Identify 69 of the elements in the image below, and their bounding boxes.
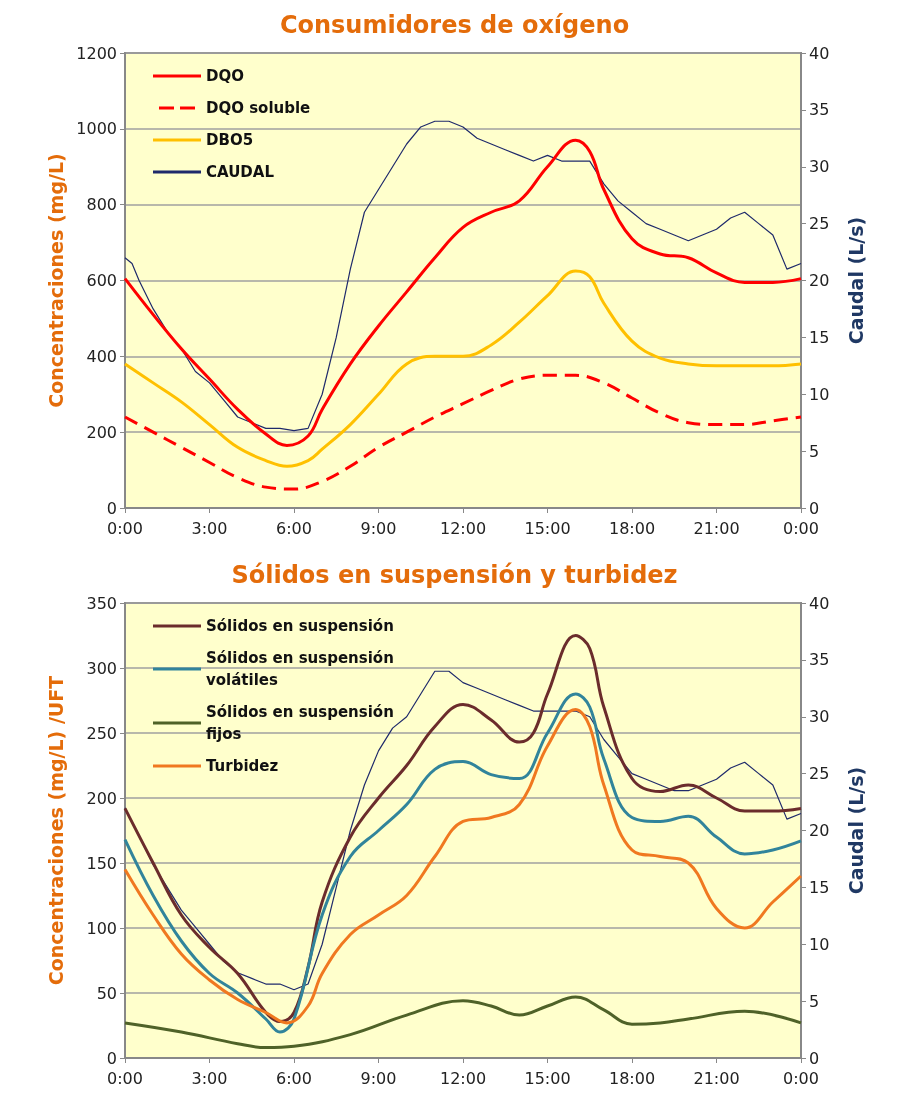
y-tick-label: 600 <box>86 271 117 290</box>
line-series <box>123 995 803 1050</box>
chart-title: Sólidos en suspensión y turbidez <box>231 561 678 589</box>
x-tick-label: 0:00 <box>107 1068 143 1088</box>
y-tick-label: 800 <box>86 195 117 215</box>
x-tick-label: 12:00 <box>439 1068 487 1088</box>
y-axis-title: Concentraciones (mg/L) <box>44 153 67 408</box>
x-tick-label: 0:00 <box>783 1068 819 1088</box>
line-series <box>123 634 803 1024</box>
y2-tick-label: 5 <box>809 441 820 461</box>
x-tick-label: 9:00 <box>360 1068 397 1088</box>
x-tick-label: 15:00 <box>524 1068 571 1088</box>
legend-label: CAUDAL <box>206 163 275 181</box>
x-tick-label: 0:00 <box>107 518 143 538</box>
legend-label: Turbidez <box>206 757 279 775</box>
x-tick-label: 21:00 <box>693 518 740 538</box>
x-tick-label: 18:00 <box>608 1068 656 1088</box>
y-tick-label: 200 <box>86 788 117 808</box>
y2-tick-label: 10 <box>809 934 830 954</box>
y2-tick-label: 25 <box>809 214 830 234</box>
legend-label: DBO5 <box>206 131 254 149</box>
y2-tick-label: 0 <box>809 1048 820 1068</box>
y2-tick-label: 20 <box>809 271 830 290</box>
y2-tick-label: 15 <box>809 877 830 897</box>
y-tick-label: 50 <box>96 983 117 1003</box>
y-tick-label: 350 <box>86 593 117 613</box>
x-tick-label: 21:00 <box>693 1068 740 1088</box>
y2-tick-label: 35 <box>809 650 830 670</box>
y2-axis-title: Caudal (L/s) <box>844 216 867 345</box>
y2-tick-label: 10 <box>809 384 830 404</box>
y-tick-label: 400 <box>86 346 117 366</box>
y2-tick-label: 15 <box>809 327 830 347</box>
y2-tick-label: 40 <box>809 43 830 63</box>
x-tick-label: 12:00 <box>439 518 487 538</box>
y2-tick-label: 0 <box>809 498 820 518</box>
y2-tick-label: 40 <box>809 593 830 613</box>
y2-tick-label: 20 <box>809 821 830 840</box>
legend-label: DQO <box>206 67 244 85</box>
y-tick-label: 0 <box>106 498 117 518</box>
y2-tick-label: 5 <box>809 991 820 1011</box>
y-tick-label: 300 <box>86 658 117 678</box>
y2-tick-label: 30 <box>809 157 830 177</box>
chart-title: Consumidores de oxígeno <box>279 11 630 39</box>
y-tick-label: 1200 <box>76 43 117 63</box>
y-tick-label: 100 <box>86 918 117 938</box>
x-tick-label: 0:00 <box>783 518 819 538</box>
y-tick-label: 200 <box>86 422 117 442</box>
y-tick-label: 0 <box>106 1048 117 1068</box>
x-tick-label: 3:00 <box>191 1068 228 1088</box>
y2-tick-label: 35 <box>809 100 830 120</box>
line-series <box>123 269 803 468</box>
y-tick-label: 250 <box>86 723 117 743</box>
legend-label: Sólidos en suspensión <box>206 617 394 635</box>
legend-label: DQO soluble <box>206 99 311 117</box>
x-tick-label: 6:00 <box>276 518 312 538</box>
y-tick-label: 150 <box>86 853 117 873</box>
y2-tick-label: 30 <box>809 707 830 727</box>
y-tick-label: 1000 <box>76 119 117 139</box>
legend-label: Sólidos en suspensión fijos <box>206 703 400 743</box>
x-tick-label: 6:00 <box>276 1068 312 1088</box>
x-tick-label: 3:00 <box>191 518 228 538</box>
y2-tick-label: 25 <box>809 764 830 784</box>
y-axis-title: Concentraciones (mg/L) /UFT <box>44 675 67 986</box>
x-tick-label: 15:00 <box>524 518 571 538</box>
legend-label: Sólidos en suspensión volátiles <box>206 649 400 689</box>
x-tick-label: 9:00 <box>360 518 397 538</box>
y2-axis-title: Caudal (L/s) <box>844 766 867 895</box>
x-tick-label: 18:00 <box>608 518 656 538</box>
line-series <box>123 373 803 491</box>
